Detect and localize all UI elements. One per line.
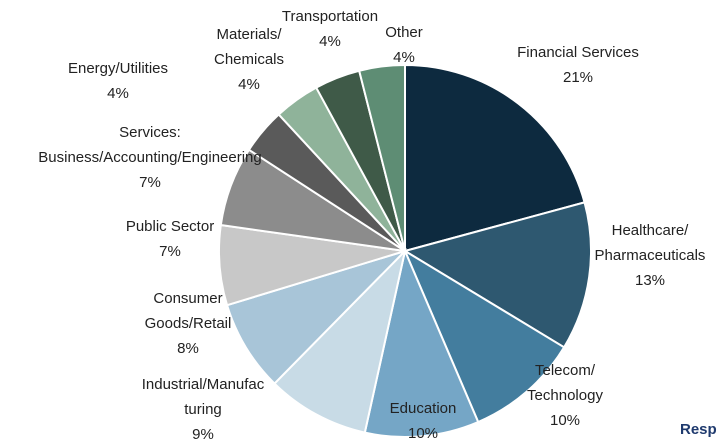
slice-label: Energy/Utilities 4% [68, 56, 168, 106]
pie-slice [273, 247, 407, 434]
value-label: 9% [192, 426, 214, 443]
slice-label: Transportation 4% [282, 4, 378, 54]
value-label: 7% [159, 243, 181, 260]
category-label: Healthcare/ Pharmaceuticals [594, 222, 706, 264]
pie-slice [402, 248, 566, 424]
category-label: Materials/ Chemicals [213, 26, 285, 68]
value-label: 4% [319, 33, 341, 50]
category-label: Public Sector [125, 218, 215, 235]
slice-label: Telecom/ Technology 10% [527, 358, 603, 433]
value-label: 7% [139, 174, 161, 191]
category-label: Transportation [281, 8, 379, 25]
slice-label: Public Sector 7% [126, 214, 214, 264]
slice-label: Healthcare/ Pharmaceuticals 13% [595, 218, 706, 293]
value-label: 4% [107, 85, 129, 102]
pie-slice [404, 63, 586, 253]
category-label: Telecom/ Technology [527, 362, 603, 404]
value-label: 21% [562, 69, 594, 86]
slice-label: Industrial/Manufac turing 9% [142, 372, 265, 444]
slice-label: Consumer Goods/Retail 8% [145, 286, 232, 361]
pie-slice [357, 63, 406, 252]
slice-label: Education 10% [390, 396, 457, 444]
value-label: 4% [238, 76, 260, 93]
category-label: Energy/Utilities [67, 60, 169, 77]
slice-label: Other 4% [385, 20, 423, 70]
slice-label: Financial Services 21% [517, 40, 639, 90]
pie-slice [363, 247, 480, 438]
pie-slice [225, 250, 406, 385]
value-label: 10% [549, 412, 581, 429]
value-label: 4% [393, 49, 415, 66]
value-label: 8% [177, 340, 199, 357]
category-label: Consumer Goods/Retail [144, 290, 232, 332]
category-label: Industrial/Manufac turing [141, 376, 265, 418]
slice-label: Services: Business/Accounting/Engineerin… [38, 120, 261, 195]
category-label: Other [385, 24, 423, 41]
value-label: 13% [634, 272, 666, 289]
annotation: Resp [680, 421, 717, 438]
category-label: Services: Business/Accounting/Engineerin… [38, 124, 262, 166]
category-label: Financial Services [517, 44, 639, 61]
slice-label: Materials/ Chemicals 4% [214, 22, 284, 97]
value-label: 10% [407, 425, 439, 442]
pie-slice [402, 201, 592, 349]
category-label: Education [389, 400, 457, 417]
